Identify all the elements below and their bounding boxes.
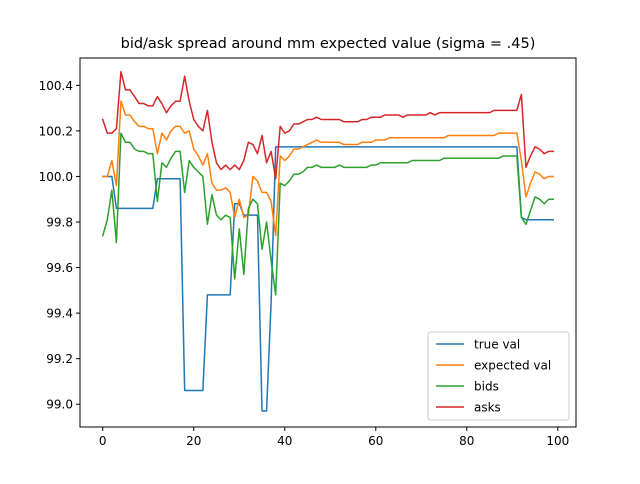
y-tick-label: 99.6 xyxy=(46,261,73,275)
x-tick-label: 80 xyxy=(459,434,474,448)
y-tick-label: 99.2 xyxy=(46,352,73,366)
x-axis: 0 20 40 60 80 100 xyxy=(99,427,569,448)
x-tick-label: 100 xyxy=(546,434,569,448)
x-tick-label: 40 xyxy=(277,434,292,448)
plot-area-frame xyxy=(79,57,577,428)
y-tick-label: 100.4 xyxy=(39,79,73,93)
chart-title: bid/ask spread around mm expected value … xyxy=(121,36,536,52)
legend-label: asks xyxy=(474,401,501,415)
y-axis: 99.0 99.2 99.4 99.6 99.8 100.0 100.2 100.4 xyxy=(39,79,80,412)
legend-label: bids xyxy=(474,380,499,394)
legend: true val expected val bids asks xyxy=(427,331,570,421)
y-tick-label: 100.2 xyxy=(39,124,73,138)
series-line-expected-val xyxy=(102,100,554,237)
y-tick-label: 99.4 xyxy=(46,307,73,321)
y-tick-label: 99.8 xyxy=(46,216,73,230)
legend-label: true val xyxy=(474,338,520,352)
x-tick-label: 60 xyxy=(368,434,383,448)
y-tick-label: 99.0 xyxy=(46,398,73,412)
x-tick-label: 20 xyxy=(186,434,201,448)
y-tick-label: 100.0 xyxy=(39,170,73,184)
series-line-asks xyxy=(101,70,554,180)
legend-label: expected val xyxy=(474,359,551,373)
series-lines xyxy=(101,70,554,412)
legend-box xyxy=(427,331,570,421)
x-tick-label: 0 xyxy=(99,434,107,448)
series-line-true-val xyxy=(102,146,554,412)
series-line-bids xyxy=(101,132,554,296)
